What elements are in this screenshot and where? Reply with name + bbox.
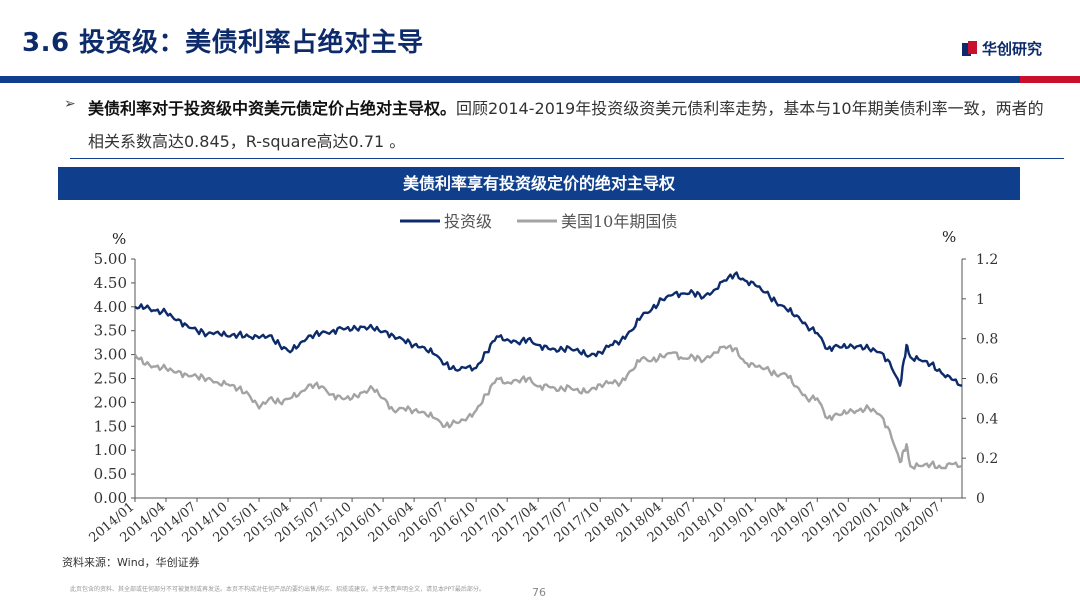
chart-banner: 美债利率享有投资级定价的绝对主导权 xyxy=(58,167,1020,200)
y-tick-label-right: 0.2 xyxy=(976,451,998,467)
summary-divider xyxy=(70,158,1064,159)
logo-text: 华创研究 xyxy=(981,40,1042,58)
y-tick-label-left: 1.00 xyxy=(94,441,127,459)
company-logo: 华创研究 xyxy=(961,38,1042,59)
y-tick-label-left: 2.00 xyxy=(94,393,127,411)
y-axis-unit-left: % xyxy=(112,230,126,248)
y-tick-label-left: 0.00 xyxy=(94,489,127,507)
y-tick-label-right: 1.2 xyxy=(976,252,998,268)
y-tick-label-left: 4.50 xyxy=(94,274,127,292)
y-tick-label-right: 1 xyxy=(976,292,985,308)
series-line-us-10y-treasury xyxy=(133,344,963,470)
y-tick-label-left: 3.00 xyxy=(94,346,127,364)
header-divider-accent xyxy=(1020,76,1080,83)
data-source: 资料来源：Wind，华创证券 xyxy=(62,556,200,569)
y-tick-label-left: 0.50 xyxy=(94,465,127,483)
y-axis-unit-right: % xyxy=(942,228,956,246)
y-tick-label-right: 0.8 xyxy=(976,332,998,348)
legend-label-investment-grade: 投资级 xyxy=(444,212,492,231)
disclaimer: 此页包含的资料、其全部或任何部分不可被复制或再发送。本页不构成对任何产品的要约出… xyxy=(70,586,485,593)
legend-label-us-10y-treasury: 美国10年期国债 xyxy=(561,212,677,231)
y-tick-label-left: 4.00 xyxy=(94,298,127,316)
header-divider xyxy=(0,76,1080,83)
bullet-arrow-icon: ➢ xyxy=(64,96,76,112)
y-tick-label-left: 2.50 xyxy=(94,370,127,388)
y-tick-label-right: 0.4 xyxy=(976,411,998,427)
y-tick-label-right: 0.6 xyxy=(976,372,998,388)
summary-paragraph: 美债利率对于投资级中资美元债定价占绝对主导权。回顾2014-2019年投资级资美… xyxy=(88,92,1048,158)
page-title: 3.6 投资级：美债利率占绝对主导 xyxy=(22,28,424,58)
page-number: 76 xyxy=(532,586,546,599)
y-tick-label-left: 5.00 xyxy=(94,250,127,268)
summary-text: 回顾2014-2019年投资级资美元债利率走势，基本与10年期美债利率一致，两者… xyxy=(88,99,1044,151)
series-line-investment-grade xyxy=(134,271,963,387)
y-tick-label-right: 0 xyxy=(976,491,985,507)
summary-bold-lead: 美债利率对于投资级中资美元债定价占绝对主导权。 xyxy=(88,99,457,118)
logo-mark-icon xyxy=(961,40,978,57)
y-tick-label-left: 1.50 xyxy=(94,417,127,435)
y-tick-label-left: 3.50 xyxy=(94,322,127,340)
